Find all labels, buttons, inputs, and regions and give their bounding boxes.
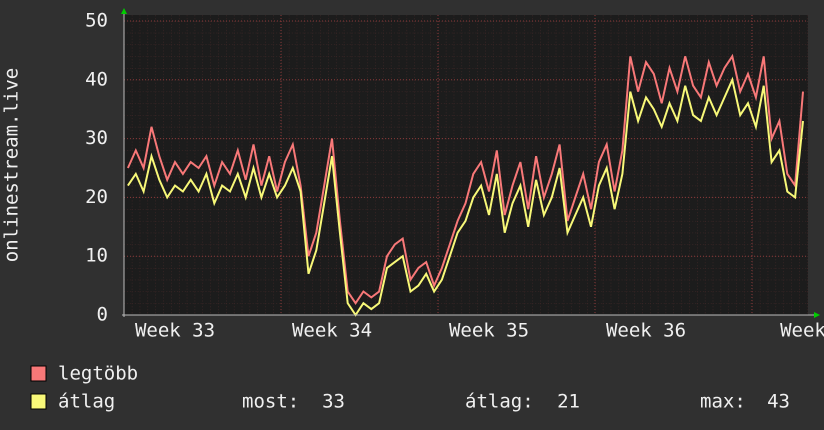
y-tick-label: 50 [85,10,108,32]
x-tick-label: Week 36 [606,320,686,342]
x-tick-label: Week 35 [449,320,529,342]
y-tick-label: 0 [97,304,108,326]
lines [126,53,804,317]
y-arrow [121,8,127,14]
series-line [126,53,804,305]
legend: legtöbb átlag most: 33 átlag: 21 max: 43 [30,363,790,413]
y-axis-title: onlinestream.live [1,68,23,262]
y-tick-label: 10 [85,245,108,267]
legend-label: legtöbb [58,363,138,385]
y-tick-label: 30 [85,127,108,149]
x-arrow [814,312,820,318]
y-tick-label: 20 [85,186,108,208]
stat-label: most: [242,391,299,413]
x-tick-label: Week 34 [292,320,372,342]
y-tick-label: 40 [85,68,108,90]
stat-value: 33 [322,391,345,413]
stat-label: max: [700,391,746,413]
stat-value: 43 [767,391,790,413]
stat-value: 21 [557,391,580,413]
x-tick-label: Week 33 [135,320,215,342]
legend-swatch [30,365,47,382]
x-tick-label: Week [780,320,824,342]
series-line [127,76,804,317]
stat-label: átlag: [465,391,534,413]
minor-grid [124,15,808,315]
legend-swatch [30,393,47,410]
legend-label: átlag [58,391,115,413]
